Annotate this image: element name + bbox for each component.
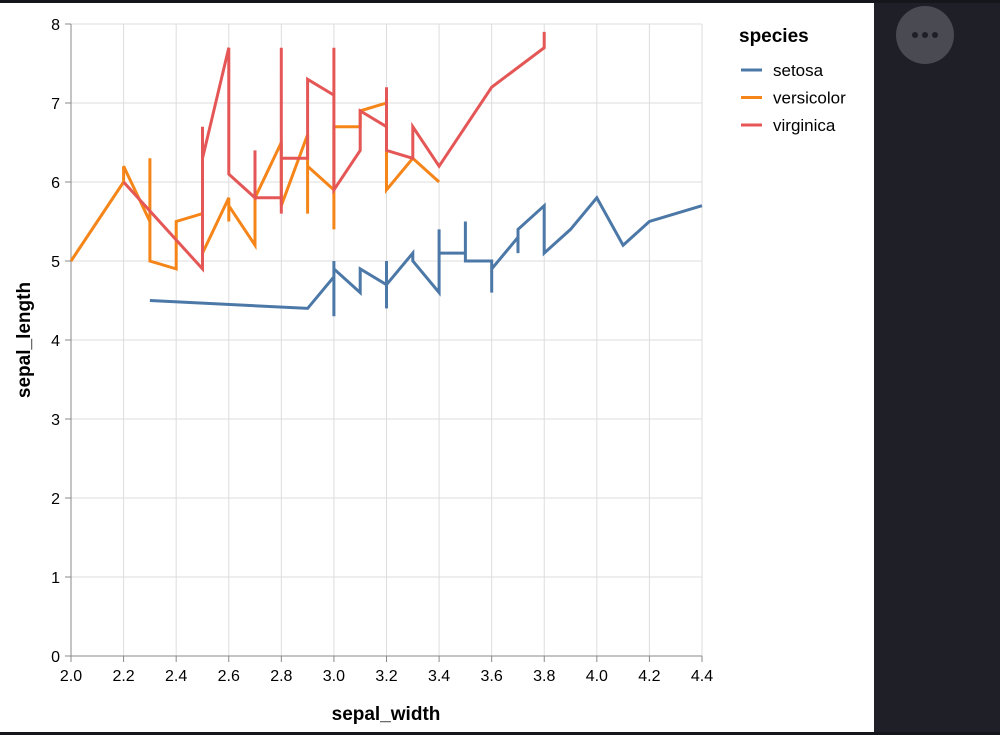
x-tick-label: 2.2: [112, 668, 134, 685]
y-tick-label: 2: [51, 491, 60, 508]
bottom-border: [0, 732, 1000, 735]
x-tick-label: 2.6: [218, 668, 240, 685]
x-tick-label: 3.0: [323, 668, 345, 685]
chart-panel: [0, 3, 874, 732]
ellipsis-icon: [912, 32, 918, 38]
x-tick-label: 2.4: [165, 668, 187, 685]
y-tick-label: 0: [51, 649, 60, 666]
y-tick-label: 6: [51, 175, 60, 192]
axes: 2.0 2.2 2.4 2.6 2.8 3.0 3.2 3.4 3.6 3.8 4.0 4.2 4.4 0…: [51, 17, 713, 685]
y-tick-label: 1: [51, 570, 60, 587]
ellipsis-icon: [922, 32, 928, 38]
x-tick-label: 2.8: [270, 668, 292, 685]
x-tick-label: 4.0: [586, 668, 608, 685]
y-tick-label: 5: [51, 254, 60, 271]
legend-title: species: [739, 26, 809, 47]
x-tick-label: 3.8: [533, 668, 555, 685]
x-tick-label: 4.2: [638, 668, 660, 685]
ellipsis-icon: [932, 32, 938, 38]
x-tick-label: 4.4: [691, 668, 713, 685]
x-tick-label: 2.0: [60, 668, 82, 685]
x-tick-label: 3.2: [375, 668, 397, 685]
line-chart: 2.0 2.2 2.4 2.6 2.8 3.0 3.2 3.4 3.6 3.8 4.0 4.2 4.4 0…: [14, 17, 846, 725]
x-tick-label: 3.4: [428, 668, 450, 685]
x-tick-label: 3.6: [481, 668, 503, 685]
y-tick-label: 4: [51, 333, 60, 350]
legend-label-virginica: virginica: [773, 116, 836, 135]
series-line-virginica: [122, 31, 546, 273]
series-line-setosa: [149, 195, 703, 317]
top-border: [0, 0, 1000, 3]
more-options-button[interactable]: [896, 6, 954, 64]
x-axis-title: sepal_width: [332, 704, 441, 725]
y-axis-title: sepal_length: [14, 282, 35, 398]
legend: species setosa versicolor virginica: [739, 26, 846, 135]
y-tick-label: 8: [51, 17, 60, 34]
y-tick-label: 3: [51, 412, 60, 429]
legend-label-setosa: setosa: [773, 61, 824, 80]
side-panel: [874, 3, 1000, 732]
series-lines: [69, 31, 703, 317]
legend-label-versicolor: versicolor: [773, 89, 846, 108]
y-tick-label: 7: [51, 96, 60, 113]
